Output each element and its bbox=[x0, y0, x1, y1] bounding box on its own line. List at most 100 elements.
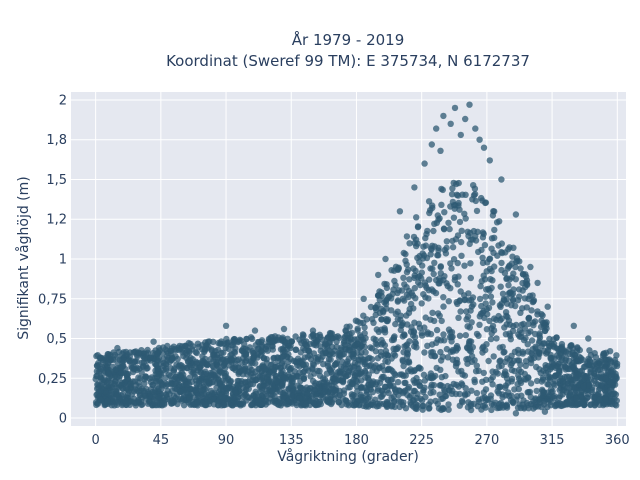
data-point-2859 bbox=[378, 289, 385, 296]
data-point-2911 bbox=[405, 309, 413, 316]
data-point-1110 bbox=[458, 227, 465, 234]
data-point-3182 bbox=[288, 394, 296, 401]
data-point-3192 bbox=[230, 394, 237, 401]
data-point-2845 bbox=[312, 380, 319, 387]
y-tick-label-6: 1,5 bbox=[46, 173, 67, 188]
data-point-2810 bbox=[316, 372, 324, 379]
data-point-97 bbox=[481, 241, 489, 249]
data-point-2748 bbox=[562, 366, 569, 373]
data-point-2937 bbox=[547, 374, 554, 381]
data-point-2994 bbox=[241, 388, 248, 396]
data-point-2798 bbox=[290, 388, 297, 395]
data-point-2835 bbox=[192, 348, 199, 356]
data-point-2624 bbox=[586, 347, 593, 354]
data-point-3213 bbox=[486, 157, 493, 164]
data-point-816 bbox=[413, 214, 420, 221]
data-point-2556 bbox=[479, 378, 486, 385]
data-point-3148 bbox=[314, 358, 321, 365]
data-point-2652 bbox=[188, 368, 195, 375]
data-point-2880 bbox=[541, 340, 548, 347]
data-point-1232 bbox=[456, 390, 463, 398]
data-point-3226 bbox=[280, 325, 288, 333]
data-point-2959 bbox=[159, 350, 166, 357]
data-point-3169 bbox=[97, 365, 104, 372]
data-point-2741 bbox=[231, 387, 238, 395]
data-point-2046 bbox=[362, 349, 369, 356]
data-point-1834 bbox=[489, 212, 497, 219]
data-point-3078 bbox=[155, 393, 163, 401]
data-point-1905 bbox=[392, 320, 399, 328]
data-point-3230 bbox=[570, 322, 577, 329]
data-point-3039 bbox=[422, 393, 429, 401]
data-point-2610 bbox=[480, 343, 487, 350]
data-point-2451 bbox=[583, 360, 590, 368]
data-point-2115 bbox=[560, 387, 568, 394]
data-point-2497 bbox=[527, 355, 534, 362]
data-point-3031 bbox=[188, 390, 195, 397]
data-point-2118 bbox=[434, 252, 441, 259]
data-point-2622 bbox=[482, 199, 490, 206]
data-point-1861 bbox=[413, 344, 420, 351]
data-point-3168 bbox=[234, 381, 241, 388]
data-point-3119 bbox=[338, 344, 345, 351]
data-point-2865 bbox=[508, 302, 515, 309]
data-point-2884 bbox=[536, 332, 543, 339]
data-point-3132 bbox=[114, 374, 121, 381]
data-point-2172 bbox=[305, 347, 312, 354]
data-point-3129 bbox=[387, 366, 394, 373]
data-point-2725 bbox=[293, 399, 300, 407]
data-point-2519 bbox=[324, 360, 331, 367]
data-point-3036 bbox=[255, 396, 262, 403]
data-point-3131 bbox=[239, 371, 247, 378]
data-point-2815 bbox=[402, 405, 410, 412]
data-point-2981 bbox=[250, 354, 257, 361]
data-point-3223 bbox=[544, 303, 551, 310]
data-point-2746 bbox=[246, 364, 253, 372]
data-point-2913 bbox=[258, 368, 265, 375]
data-point-3170 bbox=[352, 369, 359, 377]
data-point-3152 bbox=[539, 374, 547, 382]
data-point-3109 bbox=[177, 395, 184, 403]
data-point-2092 bbox=[485, 285, 492, 293]
data-point-2266 bbox=[388, 307, 395, 314]
data-point-2962 bbox=[359, 356, 367, 363]
data-point-2676 bbox=[347, 379, 354, 386]
data-point-2659 bbox=[480, 369, 487, 377]
data-point-1816 bbox=[141, 380, 148, 387]
data-point-2817 bbox=[104, 397, 111, 404]
data-point-2389 bbox=[472, 368, 480, 375]
data-point-2989 bbox=[519, 287, 526, 294]
data-point-1349 bbox=[402, 250, 409, 258]
data-point-3102 bbox=[517, 361, 524, 368]
data-point-3215 bbox=[498, 176, 505, 183]
data-point-2579 bbox=[428, 375, 436, 382]
data-point-2582 bbox=[559, 345, 566, 353]
data-point-2203 bbox=[425, 401, 433, 408]
data-point-2619 bbox=[319, 350, 326, 357]
y-axis-title: Signifikant våghöjd (m) bbox=[15, 176, 32, 339]
data-point-2141 bbox=[467, 406, 475, 414]
data-point-2494 bbox=[519, 350, 527, 357]
data-point-3144 bbox=[264, 375, 271, 383]
data-point-3003 bbox=[234, 400, 242, 408]
data-point-2775 bbox=[410, 305, 417, 312]
data-point-2941 bbox=[122, 385, 130, 392]
data-point-2806 bbox=[523, 304, 530, 311]
data-point-2210 bbox=[333, 338, 340, 345]
data-point-2677 bbox=[201, 401, 209, 408]
data-point-2936 bbox=[385, 294, 392, 301]
data-point-2950 bbox=[380, 307, 387, 315]
data-point-3126 bbox=[607, 359, 615, 366]
data-point-2771 bbox=[503, 404, 511, 411]
data-point-2782 bbox=[596, 396, 604, 403]
data-point-2125 bbox=[349, 393, 356, 400]
data-point-2630 bbox=[471, 185, 479, 192]
data-point-2723 bbox=[448, 191, 456, 198]
data-point-2434 bbox=[507, 361, 514, 369]
data-point-3200 bbox=[433, 125, 440, 132]
data-point-3207 bbox=[472, 125, 479, 132]
data-point-2368 bbox=[287, 365, 294, 373]
data-point-803 bbox=[487, 335, 495, 343]
data-point-3205 bbox=[462, 115, 469, 123]
data-point-2654 bbox=[381, 299, 388, 306]
